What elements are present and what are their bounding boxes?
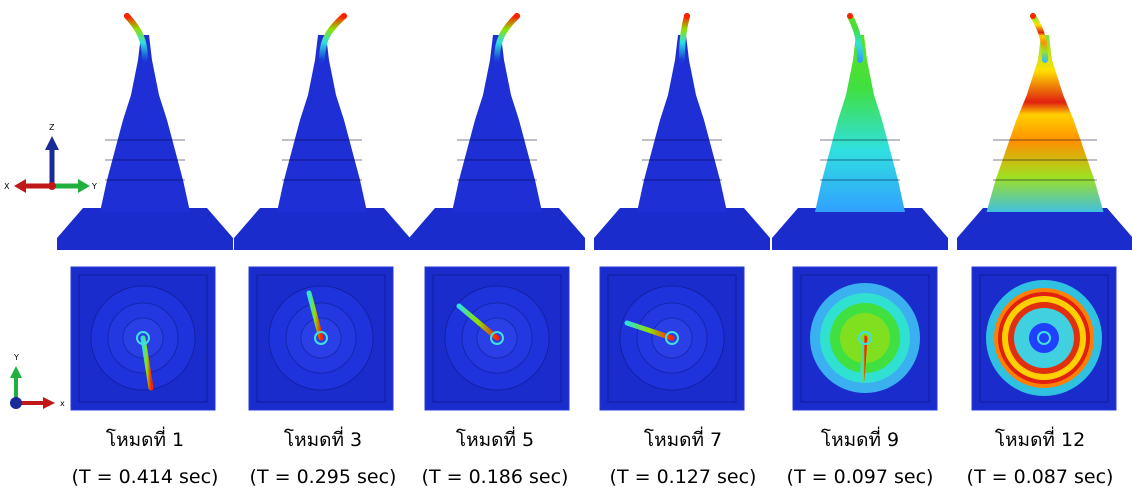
mode-label: โหมดที่ 5 [456,426,534,451]
mode-label: โหมดที่ 12 [995,426,1085,451]
mode-period: (T = 0.186 sec) [422,466,569,488]
figure: โหมดที่ 1 (T = 0.414 sec) โหมดที่ 3 (T = 0.… [0,0,1132,493]
axis-triad-bottom: Y x [10,353,65,409]
mode-period: (T = 0.087 sec) [967,466,1114,488]
mode-label: โหมดที่ 1 [106,426,184,451]
mode-period: (T = 0.097 sec) [787,466,934,488]
stupa-spire [322,16,344,60]
mode-label: โหมดที่ 9 [821,426,899,451]
mode-label: โหมดที่ 3 [284,426,362,451]
stupa-spire [127,16,145,60]
spire-tip [1030,13,1036,19]
stupa-spire [497,16,517,60]
axis-label: Y [13,353,19,362]
spire-tip [341,13,347,19]
mode-period: (T = 0.414 sec) [72,466,219,488]
axis-label: x [60,399,65,408]
stupa-base [594,208,770,250]
stupa-base [409,208,585,250]
spire-tip [847,13,853,19]
spire-tip [684,13,690,19]
mode-period: (T = 0.127 sec) [610,466,757,488]
mode-shapes: โหมดที่ 1 (T = 0.414 sec) โหมดที่ 3 (T = 0.… [57,13,1132,488]
spire-tip [514,13,520,19]
stupa-base [957,208,1132,250]
stupa-base [57,208,233,250]
axis-triad-top: Z Y X [4,123,97,193]
mode-label: โหมดที่ 7 [644,426,722,451]
axis-label: Y [91,182,97,191]
spire-tip [124,13,130,19]
axis-label: Z [49,123,55,132]
stupa-base [772,208,948,250]
stupa-base [234,208,410,250]
axis-label: X [4,182,10,191]
mode-period: (T = 0.295 sec) [250,466,397,488]
